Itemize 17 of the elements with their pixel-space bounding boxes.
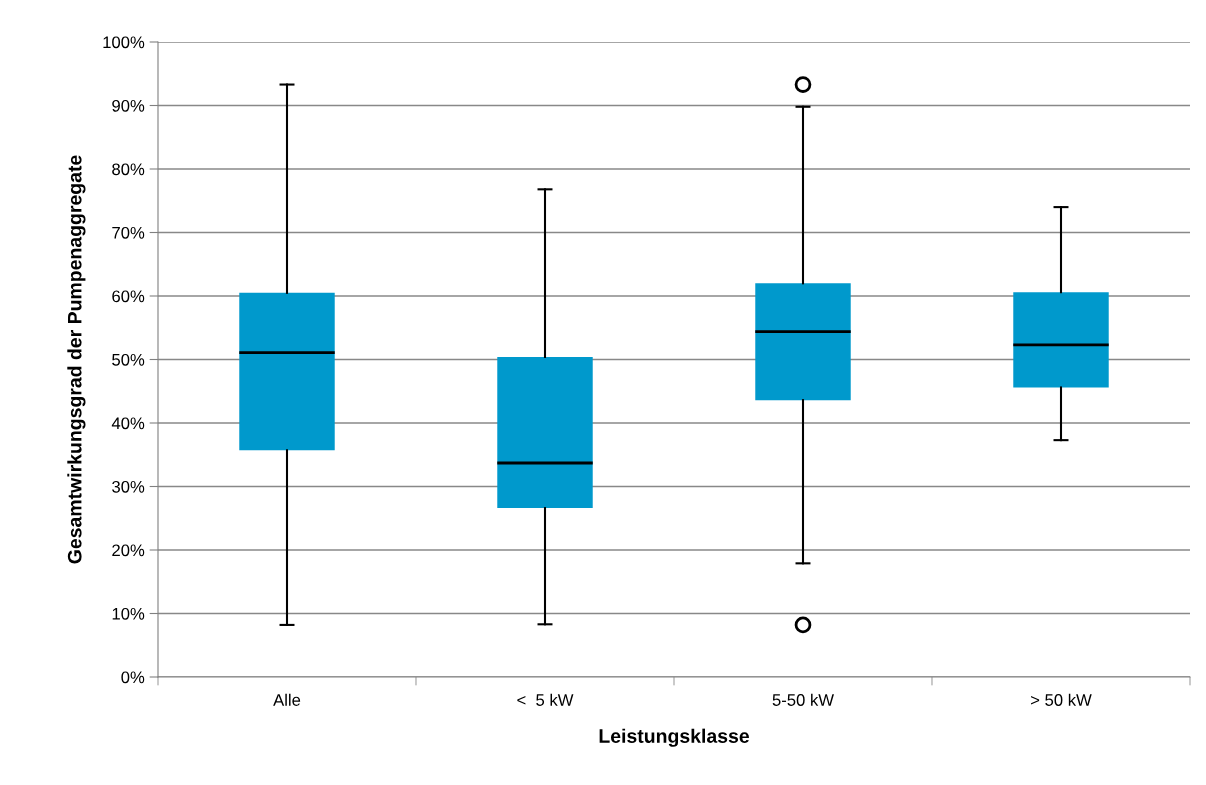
- y-tick-label: 100%: [103, 36, 145, 49]
- y-tick-label: 90%: [112, 99, 145, 112]
- y-tick-label: 20%: [112, 544, 145, 557]
- y-tick-label: 70%: [112, 226, 145, 239]
- y-tick-label: 30%: [112, 480, 145, 493]
- y-tick-label: 0%: [121, 671, 145, 684]
- y-tick-label: 50%: [112, 353, 145, 366]
- x-axis-title: Leistungsklasse: [599, 728, 749, 747]
- y-tick-label: 80%: [112, 163, 145, 176]
- x-tick-label: 5-50 kW: [772, 693, 834, 706]
- y-tick-label: 40%: [111, 417, 145, 430]
- x-tick-label: Alle: [273, 693, 301, 706]
- x-tick-label: < 5 kW: [517, 693, 574, 706]
- x-tick-label: > 50 kW: [1031, 693, 1092, 706]
- y-tick-label: 10%: [112, 607, 145, 620]
- y-tick-label: 60%: [112, 290, 145, 303]
- y-axis-title: Gesamtwirkungsgrad der Pumpenaggregate: [67, 155, 86, 564]
